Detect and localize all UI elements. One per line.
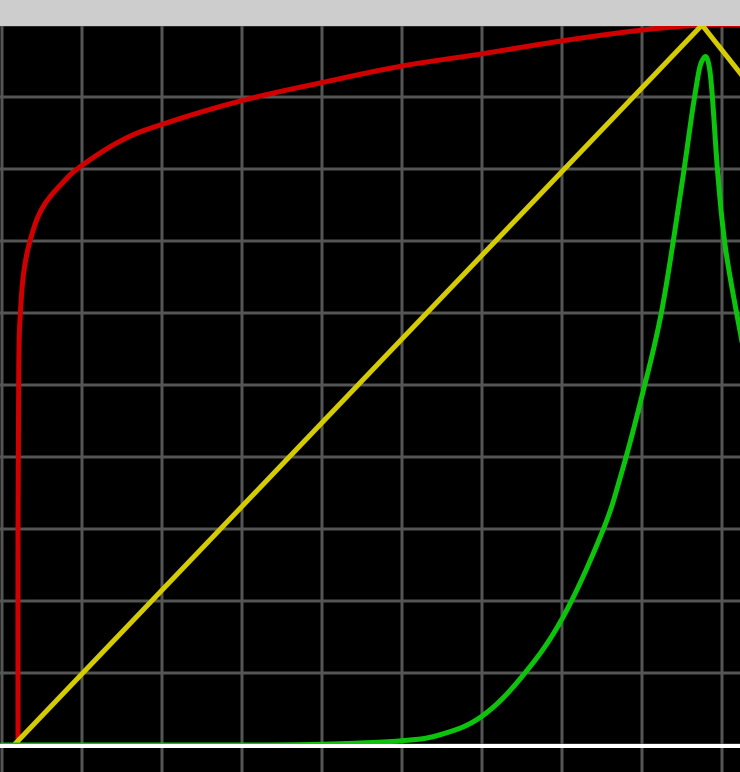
series-line-2 <box>11 26 740 748</box>
series-line-3 <box>0 54 740 748</box>
series-line-1 <box>15 26 740 748</box>
line-chart <box>0 26 740 772</box>
window-title-bar <box>0 0 740 26</box>
plot-background <box>0 26 740 772</box>
series-layer <box>0 26 740 748</box>
